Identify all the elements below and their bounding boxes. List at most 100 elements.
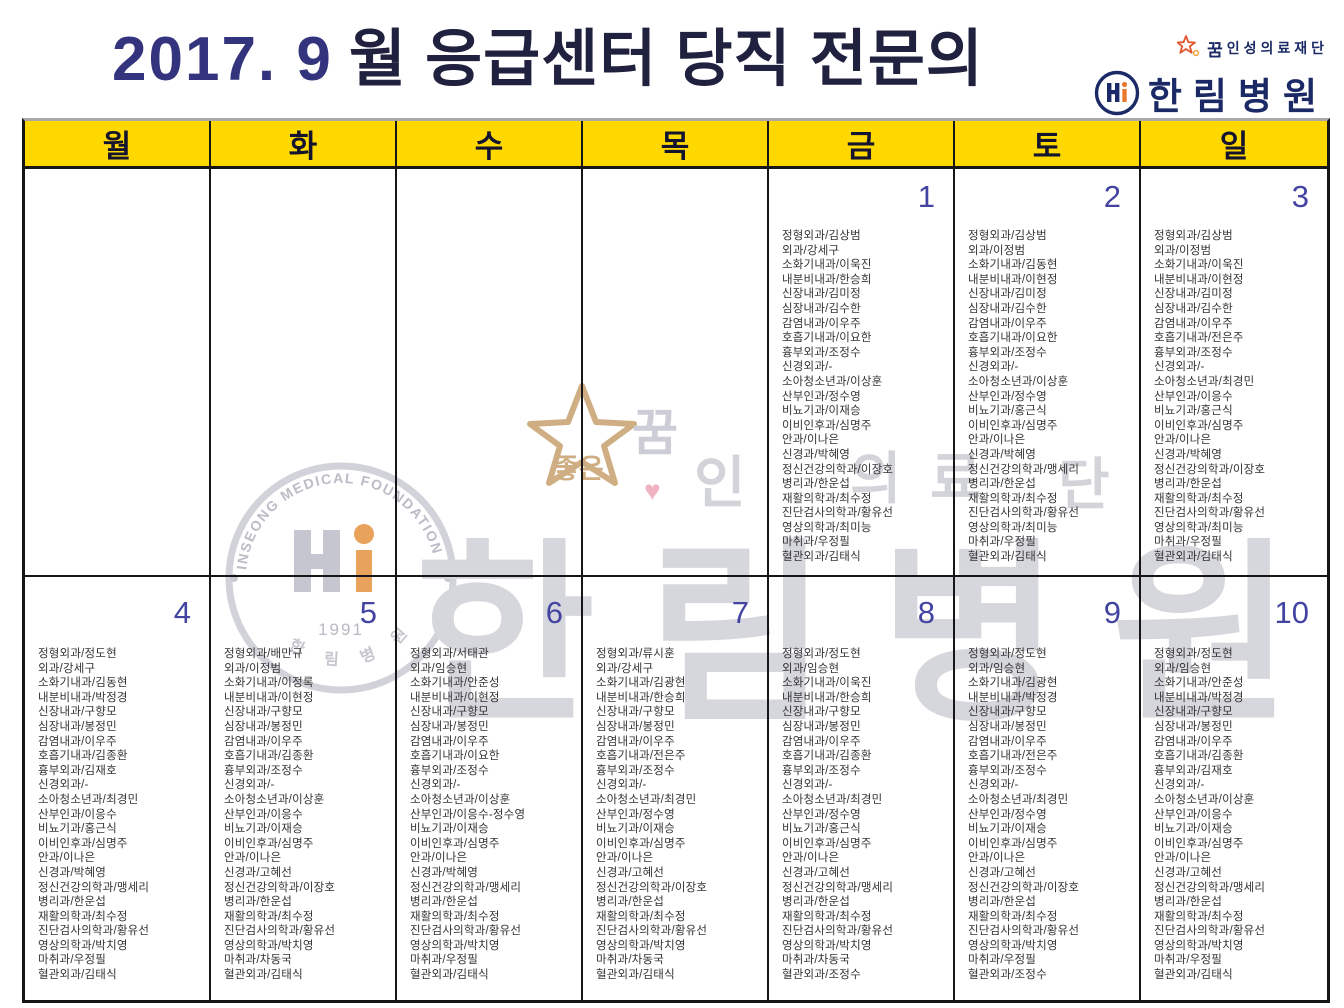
duty-entry: 신장내과/구향모 — [968, 706, 1047, 719]
duty-entry: 진단검사의학과/황유선 — [968, 507, 1080, 520]
duty-entry: 외과/강세구 — [596, 662, 654, 675]
duty-entry: 마취과/차동국 — [596, 954, 665, 967]
duty-entry: 재활의학과/최수정 — [224, 910, 314, 923]
duty-entry: 병리과/한운섭 — [1154, 478, 1223, 491]
duty-list: 정형외과/류시훈 외과/강세구 소화기내과/김광현 내분비내과/한승희 신장내과/구향모… — [596, 647, 759, 983]
duty-entry: 재활의학과/최수정 — [1154, 492, 1244, 505]
duty-list: 정형외과/정도현 외과/임승현 소화기내과/이욱진 내분비내과/한승희 신장내과/구향모… — [782, 647, 945, 983]
duty-entry: 소화기내과/이욱진 — [782, 259, 872, 272]
duty-entry: 병리과/한운섭 — [410, 896, 479, 909]
duty-entry: 정신건강의학과/맹세리 — [1154, 881, 1266, 894]
duty-entry: 영상의학과/박치영 — [224, 939, 314, 952]
duty-entry: 소화기내과/이정록 — [224, 677, 314, 690]
duty-entry: 재활의학과/최수정 — [968, 910, 1058, 923]
duty-entry: 비뇨기과/이재승 — [596, 823, 675, 836]
duty-entry: 신장내과/구향모 — [224, 706, 303, 719]
duty-entry: 신경과/박혜영 — [968, 448, 1037, 461]
duty-entry: 정형외과/정도현 — [782, 648, 861, 660]
duty-entry: 마취과/우정필 — [1154, 536, 1223, 549]
duty-entry: 정신건강의학과/맹세리 — [782, 881, 894, 894]
duty-entry: 감염내과/이우주 — [968, 317, 1047, 330]
duty-entry: 심장내과/봉정민 — [596, 720, 675, 733]
duty-entry: 비뇨기과/홍근식 — [1154, 405, 1233, 418]
duty-entry: 신경외과/- — [38, 779, 89, 792]
duty-list: 정형외과/김상범 외과/이정범 소화기내과/김동현 내분비내과/이현정 신장내과/김미정… — [968, 229, 1131, 565]
duty-entry: 감염내과/이우주 — [1154, 317, 1233, 330]
duty-entry: 마취과/우정필 — [38, 954, 107, 967]
duty-entry: 영상의학과/최미능 — [782, 521, 872, 534]
duty-entry: 진단검사의학과/황유선 — [1154, 507, 1266, 520]
calendar: 월 화 수 목 금 토 일 1 정형외과/김상범 외과/강세구 소화기내과/이욱진 내… — [22, 118, 1330, 1003]
duty-entry: 신경과/고혜선 — [968, 866, 1037, 879]
duty-entry: 호흡기내과/전은주 — [596, 750, 686, 763]
duty-entry: 비뇨기과/이재승 — [1154, 823, 1233, 836]
duty-entry: 내분비내과/박정경 — [1154, 691, 1244, 704]
duty-entry: 이비인후과/심명주 — [38, 837, 128, 850]
duty-entry: 병리과/한운섭 — [596, 896, 665, 909]
title-text: 월 응급센터 당직 전문의 — [348, 25, 984, 94]
duty-entry: 정형외과/김상범 — [1154, 230, 1233, 242]
duty-entry: 내분비내과/한승희 — [596, 691, 686, 704]
duty-entry: 신장내과/구향모 — [596, 706, 675, 719]
duty-entry: 소아청소년과/최경민 — [38, 793, 139, 806]
duty-entry: 소아청소년과/이상훈 — [1154, 793, 1255, 806]
date-number: 8 — [917, 595, 935, 630]
duty-entry: 진단검사의학과/황유선 — [224, 925, 336, 938]
duty-entry: 신경외과/- — [1154, 779, 1205, 792]
duty-entry: 흉부외과/조정수 — [968, 346, 1047, 359]
duty-entry: 안과/이나은 — [410, 852, 468, 865]
duty-entry: 신경과/박혜영 — [38, 866, 107, 879]
duty-entry: 정신건강의학과/맹세리 — [38, 881, 150, 894]
duty-entry: 진단검사의학과/황유선 — [38, 925, 150, 938]
duty-entry: 내분비내과/한승희 — [782, 273, 872, 286]
duty-entry: 외과/임승현 — [968, 662, 1026, 675]
day-cell — [25, 169, 211, 577]
duty-entry: 신경과/고혜선 — [782, 866, 851, 879]
duty-entry: 내분비내과/박정경 — [968, 691, 1058, 704]
duty-entry: 호흡기내과/김종환 — [38, 750, 128, 763]
duty-entry: 흉부외과/김재호 — [38, 764, 117, 777]
duty-entry: 혈관외과/김태식 — [38, 969, 117, 982]
day-cell-6: 6 정형외과/서태관 외과/임승현 소화기내과/안준성 내분비내과/이현정 신장내과/구… — [397, 577, 583, 1000]
date-number — [410, 173, 573, 219]
duty-list: 정형외과/정도현 외과/임승현 소화기내과/김광현 내분비내과/박정경 신장내과/구향모… — [968, 647, 1131, 983]
duty-entry: 신경과/고혜선 — [1154, 866, 1223, 879]
duty-list: 정형외과/김상범 외과/강세구 소화기내과/이욱진 내분비내과/한승희 신장내과/김미정… — [782, 229, 945, 565]
duty-entry: 진단검사의학과/황유선 — [1154, 925, 1266, 938]
duty-entry: 내분비내과/이현정 — [410, 691, 500, 704]
duty-entry: 안과/이나은 — [596, 852, 654, 865]
duty-entry: 신경외과/- — [968, 361, 1019, 374]
duty-entry: 신경과/박혜영 — [1154, 448, 1223, 461]
duty-entry: 병리과/한운섭 — [968, 896, 1037, 909]
date-number: 4 — [173, 595, 191, 630]
duty-list: 정형외과/서태관 외과/임승현 소화기내과/안준성 내분비내과/이현정 신장내과/구향모… — [410, 647, 573, 983]
duty-entry: 비뇨기과/홍근식 — [782, 823, 861, 836]
duty-entry: 혈관외과/김태식 — [1154, 551, 1233, 564]
duty-entry: 감염내과/이우주 — [782, 317, 861, 330]
duty-entry: 비뇨기과/이재승 — [782, 405, 861, 418]
duty-entry: 외과/이정범 — [968, 244, 1026, 257]
date-number: 5 — [359, 595, 377, 630]
day-cell-5: 5 정형외과/배만규 외과/이정범 소화기내과/이정록 내분비내과/이현정 신장내과/구… — [211, 577, 397, 1000]
duty-entry: 재활의학과/최수정 — [596, 910, 686, 923]
duty-entry: 안과/이나은 — [1154, 434, 1212, 447]
hospital-name-row: 한림병원 — [1088, 66, 1328, 120]
duty-entry: 재활의학과/최수정 — [968, 492, 1058, 505]
day-cell — [583, 169, 769, 577]
day-cell-3: 3 정형외과/김상범 외과/이정범 소화기내과/이욱진 내분비내과/이현정 신장내과/김… — [1141, 169, 1327, 577]
duty-entry: 외과/강세구 — [38, 662, 96, 675]
duty-entry: 산부인과/정수영 — [968, 808, 1047, 821]
duty-entry: 감염내과/이우주 — [596, 735, 675, 748]
duty-entry: 감염내과/이우주 — [968, 735, 1047, 748]
duty-entry: 재활의학과/최수정 — [782, 910, 872, 923]
duty-entry: 이비인후과/심명주 — [596, 837, 686, 850]
duty-entry: 정신건강의학과/맹세리 — [410, 881, 522, 894]
duty-entry: 이비인후과/심명주 — [968, 837, 1058, 850]
duty-entry: 흉부외과/조정수 — [410, 764, 489, 777]
duty-entry: 흉부외과/조정수 — [968, 764, 1047, 777]
star-logo-icon — [1177, 35, 1200, 57]
date-number: 7 — [731, 595, 749, 630]
logo-kkum-text: 꿈 — [1207, 40, 1223, 60]
title-year-month: 2017. 9 — [112, 25, 333, 94]
weekday-header-wed: 수 — [397, 121, 583, 169]
